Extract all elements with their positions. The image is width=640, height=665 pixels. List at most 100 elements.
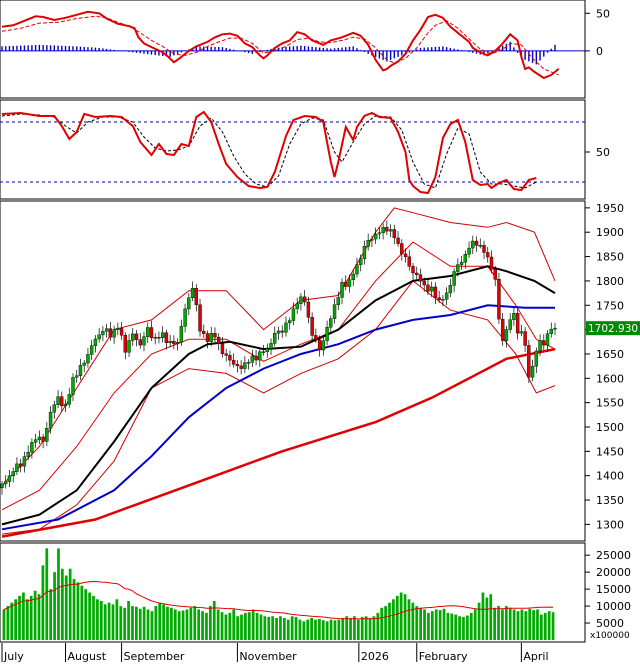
candle [407, 256, 411, 267]
volume-bar [403, 594, 407, 640]
volume-bar [127, 600, 130, 640]
volume-bar [290, 616, 294, 640]
volume-bar [302, 621, 306, 640]
candle [329, 318, 333, 328]
x-axis-label: November [239, 650, 297, 663]
volume-bar [493, 607, 497, 640]
volume-bar [547, 611, 551, 640]
candle [37, 436, 42, 440]
candle [489, 256, 494, 270]
candle [486, 252, 490, 258]
volume-bar [72, 578, 76, 640]
candle [119, 328, 124, 336]
volume-bar [501, 609, 504, 640]
candle [366, 240, 370, 247]
candle [359, 258, 363, 265]
volume-bar [353, 616, 356, 640]
candle [549, 328, 553, 334]
price-tick-label: 1500 [596, 421, 624, 434]
volume-bar [240, 614, 243, 640]
volume-bar [356, 619, 360, 640]
volume-tick-label: 15000 [596, 583, 631, 596]
candle [246, 362, 251, 364]
price-tick-label: 1950 [596, 202, 624, 215]
volume-bar [540, 614, 543, 640]
volume-bar [450, 613, 454, 640]
volume-bar [25, 599, 29, 640]
volume-bar [325, 621, 329, 640]
volume-bar [372, 616, 376, 640]
volume-bar [395, 595, 399, 640]
x-axis-label: April [523, 650, 548, 663]
candle [164, 332, 169, 343]
volume-bar [107, 602, 111, 640]
volume-bar [197, 609, 201, 640]
candle [347, 279, 352, 287]
volume-bar [508, 607, 512, 640]
candle [344, 281, 348, 287]
volume-bar [146, 609, 150, 640]
volume-bar [57, 548, 60, 640]
candle [426, 284, 430, 292]
volume-ma-line [3, 580, 554, 620]
last-price-label-bg [586, 321, 640, 336]
candle [515, 313, 520, 334]
x-axis-label: February [419, 650, 468, 663]
volume-tick-label: 25000 [596, 549, 631, 562]
volume-tick-label: 10000 [596, 600, 631, 613]
candle [82, 362, 86, 366]
volume-bar [193, 606, 197, 640]
candle [542, 340, 546, 346]
volume-bar [349, 617, 352, 640]
volume-bar [29, 595, 33, 640]
volume-bar [150, 611, 154, 640]
price-tick-label: 1400 [596, 470, 624, 483]
candle [355, 264, 359, 275]
candle [194, 288, 198, 305]
volume-bar [485, 597, 489, 640]
bollinger-upper [1, 207, 556, 486]
candle [48, 411, 53, 429]
candle [474, 240, 479, 246]
volume-bar [314, 619, 317, 640]
volume-bar [368, 617, 372, 640]
candle [441, 299, 445, 301]
volume-bar [18, 595, 21, 640]
volume-bar [208, 606, 212, 640]
volume-bar [271, 616, 275, 640]
volume-bar [512, 609, 516, 640]
volume-bar [427, 612, 430, 640]
volume-bar [263, 616, 267, 640]
candle [534, 350, 539, 367]
volume-bar [337, 619, 341, 640]
candle [321, 340, 326, 351]
candle [504, 329, 509, 341]
candle [437, 297, 441, 300]
volume-bar [154, 606, 158, 640]
candle [429, 286, 434, 292]
volume-bar [536, 609, 539, 640]
volume-bar [294, 616, 298, 640]
candle [456, 264, 460, 272]
price-tick-label: 1600 [596, 372, 624, 385]
candle [15, 463, 19, 472]
volume-bar [37, 594, 41, 640]
macd-panel: 50 0 [0, 0, 610, 99]
price-tick-label: 1850 [596, 251, 624, 264]
volume-bar [516, 611, 520, 640]
volume-bar [286, 619, 290, 640]
candle [463, 254, 468, 263]
candle [530, 366, 535, 378]
candle [512, 313, 516, 320]
volume-bar [298, 619, 302, 640]
candle [291, 308, 296, 321]
candle [157, 337, 161, 339]
candle [153, 337, 157, 339]
candle [452, 271, 456, 286]
price-tick-label: 1550 [596, 397, 624, 410]
candle [411, 266, 415, 274]
candle [93, 338, 98, 347]
volume-bar [528, 608, 532, 640]
candle [373, 233, 378, 240]
